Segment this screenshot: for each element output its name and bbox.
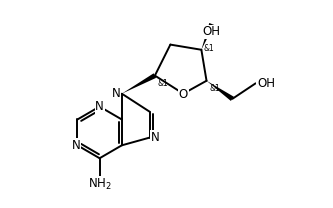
Polygon shape	[122, 73, 156, 94]
Text: N: N	[151, 131, 160, 144]
Text: NH$_2$: NH$_2$	[88, 177, 112, 192]
Text: O: O	[179, 88, 188, 102]
Text: OH: OH	[257, 77, 275, 90]
Text: &1: &1	[158, 79, 169, 88]
Text: N: N	[95, 100, 104, 113]
Text: &1: &1	[204, 44, 215, 53]
Text: N: N	[112, 87, 121, 100]
Text: N: N	[72, 139, 81, 152]
Polygon shape	[201, 23, 214, 50]
Text: OH: OH	[203, 25, 221, 38]
Polygon shape	[206, 81, 234, 101]
Text: &1: &1	[209, 84, 220, 93]
